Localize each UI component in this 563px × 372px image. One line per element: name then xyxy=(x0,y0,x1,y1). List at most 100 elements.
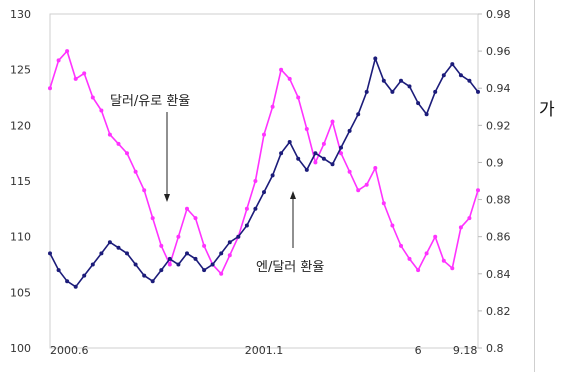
series-0-point xyxy=(116,141,121,146)
series-0-point xyxy=(339,151,343,156)
series-0-point xyxy=(441,258,446,263)
series-1-point xyxy=(407,84,412,89)
series-1-point xyxy=(253,206,258,211)
right-tick-label: 0.94 xyxy=(486,82,511,95)
series-1-point xyxy=(227,240,232,245)
series-1-point xyxy=(381,78,386,83)
series-0-point xyxy=(467,216,472,221)
yen-dollar-annotation: 엔/달러 환율 xyxy=(256,260,324,275)
series-1-point xyxy=(176,262,181,267)
dollar-euro-annotation: 달러/유로 환율 xyxy=(110,94,190,109)
series-1-point xyxy=(90,262,95,267)
series-1-point xyxy=(321,156,326,161)
series-1-point xyxy=(82,273,87,278)
series-0-point xyxy=(433,234,438,239)
x-axis: 2000.6 2001.1 6 9.18 xyxy=(50,344,477,357)
series-0-point xyxy=(202,243,207,248)
right-tick-label: 0.96 xyxy=(486,45,511,58)
series-1-point xyxy=(159,268,164,273)
series-1-point xyxy=(133,262,138,267)
left-tick-label: 100 xyxy=(10,342,31,355)
series-0-point xyxy=(142,188,147,193)
series-1-point xyxy=(279,151,284,156)
series-0-point xyxy=(99,108,104,113)
series-1-point xyxy=(347,128,352,133)
series-0-point xyxy=(185,206,189,211)
series-0-point xyxy=(407,256,412,261)
series-1-point xyxy=(450,62,455,67)
series-0-point xyxy=(133,169,138,174)
series-0-point xyxy=(313,160,318,165)
series-0-point xyxy=(56,58,61,63)
series-1-point xyxy=(219,251,224,256)
series-1-point xyxy=(244,223,249,228)
series-0-point xyxy=(167,262,172,267)
yen-dollar-annotation-arrowhead xyxy=(290,191,296,199)
right-tick-label: 0.98 xyxy=(486,8,511,21)
right-tick-label: 0.86 xyxy=(486,231,511,244)
right-tick-label: 0.9 xyxy=(486,156,504,169)
series-1-point xyxy=(476,89,480,94)
series-0-point xyxy=(107,132,112,137)
x-tick-label: 6 xyxy=(415,344,422,357)
right-tick-label: 0.88 xyxy=(486,194,511,207)
series-0-point xyxy=(321,141,326,146)
series-1-point xyxy=(48,251,52,256)
left-tick-label: 110 xyxy=(10,231,31,244)
series-1-point xyxy=(364,89,369,94)
series-0-point xyxy=(458,225,463,230)
series-0-point xyxy=(279,67,284,72)
series-1-point xyxy=(458,73,463,78)
left-tick-label: 130 xyxy=(10,8,31,21)
series-1-point xyxy=(441,73,446,78)
series-1-point xyxy=(270,173,275,178)
series-0-point xyxy=(287,76,292,81)
series-0-point xyxy=(356,188,361,193)
series-0-point xyxy=(296,95,301,100)
series-1-point xyxy=(202,268,207,273)
right-tick-label: 0.82 xyxy=(486,305,511,318)
series-0-point xyxy=(450,266,455,271)
series-1-point xyxy=(424,112,429,117)
right-tick-label: 0.84 xyxy=(486,268,511,281)
dollar-euro-annotation-arrowhead xyxy=(164,194,170,202)
series-0-point xyxy=(347,169,352,174)
series-1-point xyxy=(467,78,472,83)
left-tick-label: 125 xyxy=(10,64,31,77)
series-0-point xyxy=(90,95,95,100)
series-1-point xyxy=(262,190,266,195)
series-1-point xyxy=(142,273,147,278)
series-0-point xyxy=(48,86,52,91)
series-0-point xyxy=(399,243,403,248)
series-0-point xyxy=(193,216,198,221)
series-1-point xyxy=(65,279,70,284)
series-1-point xyxy=(236,234,241,239)
series-0-point xyxy=(159,243,164,248)
series-1-point xyxy=(167,256,172,261)
series-0-point xyxy=(424,251,429,256)
left-tick-label: 115 xyxy=(10,175,31,188)
series-1-point xyxy=(56,268,61,273)
series-1-point xyxy=(107,240,112,245)
series-1-point xyxy=(330,162,335,167)
series-1-point xyxy=(416,101,421,106)
series-1-point xyxy=(304,167,309,172)
series-0-point xyxy=(227,253,232,258)
series-1-point xyxy=(116,245,121,250)
series-0-point xyxy=(262,132,266,137)
left-tick-label: 120 xyxy=(10,119,31,132)
series-0-point xyxy=(330,119,335,124)
right-tick-label: 0.92 xyxy=(486,119,511,132)
series-1-point xyxy=(356,112,361,117)
series-0-point xyxy=(381,201,386,206)
series-0-point xyxy=(253,179,258,183)
series-0-point xyxy=(304,127,309,131)
series-1-point xyxy=(390,89,395,94)
right-tick-label: 0.8 xyxy=(486,342,504,355)
plot-frame xyxy=(49,13,479,349)
series-0-point xyxy=(125,151,129,156)
series-0-point xyxy=(82,71,87,76)
series-1-point xyxy=(193,256,198,261)
right-y-axis: 0.98 0.96 0.94 0.92 0.9 0.88 0.86 0.84 0.82 0.8 xyxy=(478,8,511,355)
